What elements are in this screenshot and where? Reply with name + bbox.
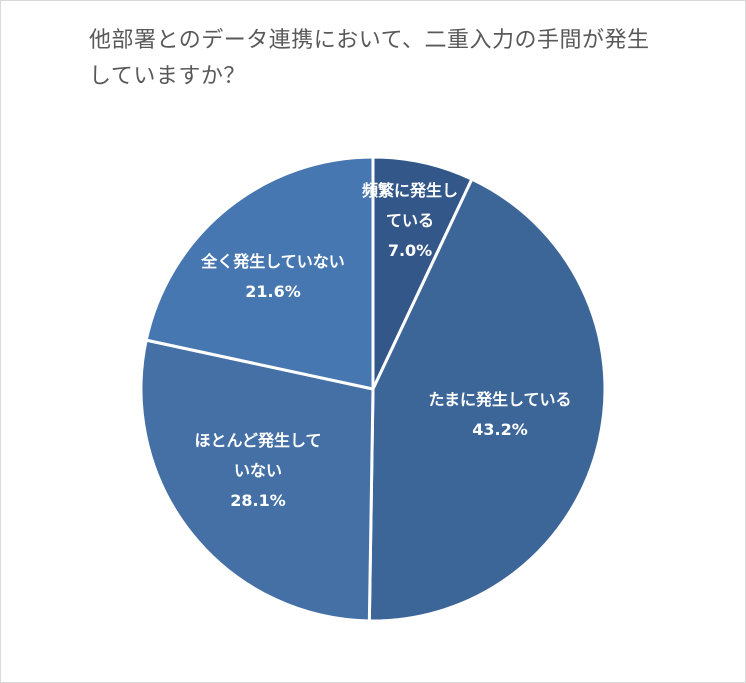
pie-slice-value-label: 43.2% (472, 420, 528, 439)
pie-slice-category-label: たまに発生している (428, 390, 571, 409)
pie-slices (139, 155, 607, 623)
chart-title: 他部署とのデータ連携において、二重入力の手間が発生 していますか？ (89, 23, 689, 95)
chart-title-line-1: 他部署とのデータ連携において、二重入力の手間が発生 (89, 28, 650, 53)
pie-slice-category-label: ている (386, 211, 434, 230)
pie-slice-1 (371, 155, 474, 391)
pie-slice-category-label: いない (234, 461, 282, 480)
pie-slice-2 (367, 177, 607, 623)
pie-slice-label-4: 全く発生していない 21.6% (200, 252, 345, 301)
chart-title-line-2: していますか？ (89, 64, 246, 89)
pie-labels: 頻繁に発生している 7.0% たまに発生している 43.2% ほとんど発生していない 28… (194, 181, 571, 510)
pie-slice-label-2: たまに発生している 43.2% (428, 390, 571, 439)
pie-slice-category-label: ほとんど発生して (194, 431, 321, 450)
pie-slice-label-1: 頻繁に発生している 7.0% (362, 181, 458, 260)
pie-slice-category-label: 全く発生していない (200, 252, 345, 271)
pie-slice-value-label: 21.6% (245, 282, 301, 301)
pie-slice-3 (139, 338, 375, 623)
pie-slice-4 (144, 155, 375, 391)
pie-slice-label-3: ほとんど発生していない 28.1% (194, 431, 321, 510)
pie-slice-value-label: 28.1% (230, 491, 286, 510)
pie-slice-value-label: 7.0% (388, 241, 432, 260)
pie-slice-category-label: 頻繁に発生し (362, 181, 458, 200)
